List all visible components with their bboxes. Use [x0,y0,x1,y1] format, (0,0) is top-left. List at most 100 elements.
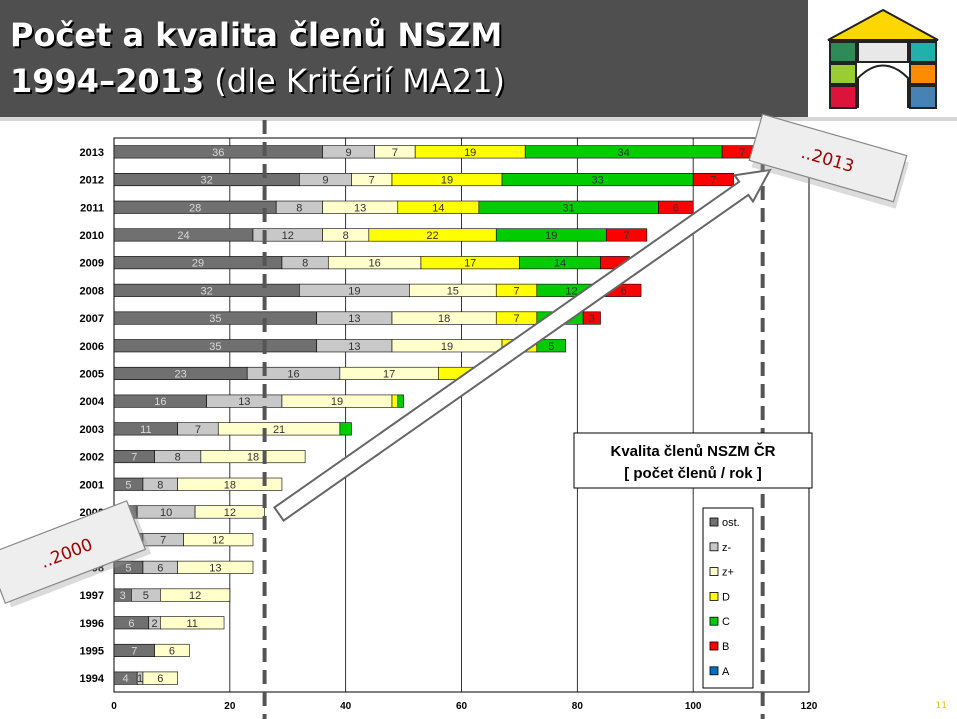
y-tick-label: 2013 [80,147,104,159]
data-label: 14 [554,258,566,270]
data-label: 5 [548,341,554,353]
data-label: 16 [287,368,299,380]
data-label: 7 [131,645,137,657]
data-label: 19 [441,341,453,353]
legend-label: z+ [722,567,734,579]
bar-segment [536,339,567,353]
data-label: 35 [209,341,221,353]
data-label: 17 [383,368,395,380]
legend-swatch [709,592,719,601]
data-label: 14 [432,202,444,214]
data-label: 19 [441,175,453,187]
data-label: 7 [624,230,630,242]
y-tick-label: 1997 [80,590,104,602]
y-tick-label: 1996 [80,618,104,630]
data-label: 24 [177,230,189,242]
legend-swatch [709,666,719,676]
x-tick-label: 0 [111,701,117,712]
data-label: 33 [591,175,603,187]
data-label: 32 [201,175,213,187]
y-tick-label: 1995 [80,645,104,657]
data-label: 35 [209,313,221,325]
header-divider [0,117,957,121]
data-label: 22 [426,230,438,242]
data-label: 17 [464,258,476,270]
data-label: 13 [354,202,366,214]
data-label: 1 [137,673,143,685]
legend-label: C [722,616,730,628]
data-label: 19 [331,396,343,408]
y-tick-label: 2002 [80,452,104,464]
data-label: 12 [282,230,294,242]
data-label: 36 [212,147,224,159]
data-label: 23 [174,368,186,380]
bar-segment [160,616,225,630]
legend-label: z- [722,542,732,554]
bar-segment [397,394,404,408]
data-label: 7 [513,313,519,325]
end-year-label: ..2013 [748,113,909,209]
bar-segment [200,450,306,464]
data-label: 28 [189,202,201,214]
data-label: 18 [438,313,450,325]
data-label: 7 [710,175,716,187]
legend-swatch [709,641,719,651]
data-label: 6 [157,673,163,685]
legend-swatch [709,616,719,626]
y-tick-label: 2007 [80,313,104,325]
data-label: 8 [302,258,308,270]
y-tick-label: 2001 [80,479,104,491]
data-label: 7 [369,175,375,187]
data-label: 16 [154,396,166,408]
bar-segment [142,671,179,685]
y-tick-label: 1994 [80,673,105,685]
title-banner: Počet a kvalita členů NSZM 1994–2013 (dl… [0,0,808,117]
y-tick-label: 2009 [80,258,104,270]
bar-segment [605,228,648,242]
chart-title-box: Kvalita členů NSZM ČR [ počet členů / rok… [573,432,813,489]
legend-label: B [722,641,729,653]
data-label: 9 [322,175,328,187]
y-tick-label: 2004 [80,396,105,408]
data-label: 8 [175,452,181,464]
data-label: 11 [186,618,197,630]
data-label: 7 [131,452,137,464]
data-label: 21 [273,424,285,436]
bar-segment [154,643,190,657]
y-tick-label: 2011 [80,202,104,214]
data-label: 5 [125,562,131,574]
legend-label: ost. [722,517,740,529]
title-criteria: (dle Kritérií MA21) [204,62,505,100]
data-label: 29 [192,258,204,270]
data-label: 12 [565,285,577,297]
bar-segment [183,533,254,547]
legend-label: D [722,591,730,603]
chart-legend: ost. z-z+ D C B A [702,507,754,689]
y-tick-label: 2010 [80,230,104,242]
data-label: 12 [189,590,201,602]
data-label: 19 [464,147,476,159]
data-label: 7 [195,424,201,436]
data-label: 3 [120,590,126,602]
bar-segment [160,588,231,602]
trend-arrow-icon [273,168,772,522]
data-label: 19 [545,230,557,242]
data-label: 10 [160,507,172,519]
data-label: 4 [123,673,129,685]
bar-segment [692,173,735,187]
data-label: 31 [563,202,575,214]
data-label: 3 [589,313,595,325]
data-label: 6 [128,618,134,630]
bar-segment [658,200,694,214]
data-label: 13 [238,396,250,408]
data-label: 7 [513,285,519,297]
data-label: 8 [296,202,302,214]
data-label: 6 [169,645,175,657]
y-tick-label: 2005 [80,368,104,380]
bar-segment [582,311,601,325]
x-tick-label: 40 [340,701,352,712]
bar-segment [194,505,265,519]
data-label: 7 [739,147,745,159]
page-subtitle: 1994–2013 (dle Kritérií MA21) [10,62,505,100]
